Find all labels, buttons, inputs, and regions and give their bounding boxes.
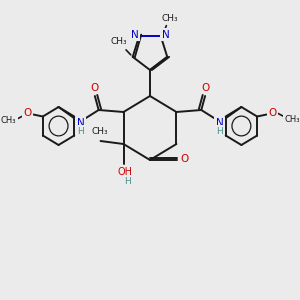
Text: OH: OH	[118, 167, 133, 177]
Text: CH₃: CH₃	[110, 38, 127, 46]
Text: N: N	[76, 118, 84, 128]
Text: O: O	[201, 83, 209, 93]
Text: H: H	[77, 127, 84, 136]
Text: CH₃: CH₃	[285, 115, 300, 124]
Text: N: N	[161, 30, 169, 40]
Text: O: O	[180, 154, 188, 164]
Text: H: H	[124, 178, 131, 187]
Text: CH₃: CH₃	[1, 116, 16, 125]
Text: N: N	[131, 30, 138, 40]
Text: CH₃: CH₃	[91, 127, 108, 136]
Text: O: O	[91, 83, 99, 93]
Text: O: O	[268, 109, 277, 118]
Text: CH₃: CH₃	[162, 14, 178, 23]
Text: H: H	[216, 127, 223, 136]
Text: O: O	[23, 109, 32, 118]
Text: N: N	[216, 118, 223, 128]
